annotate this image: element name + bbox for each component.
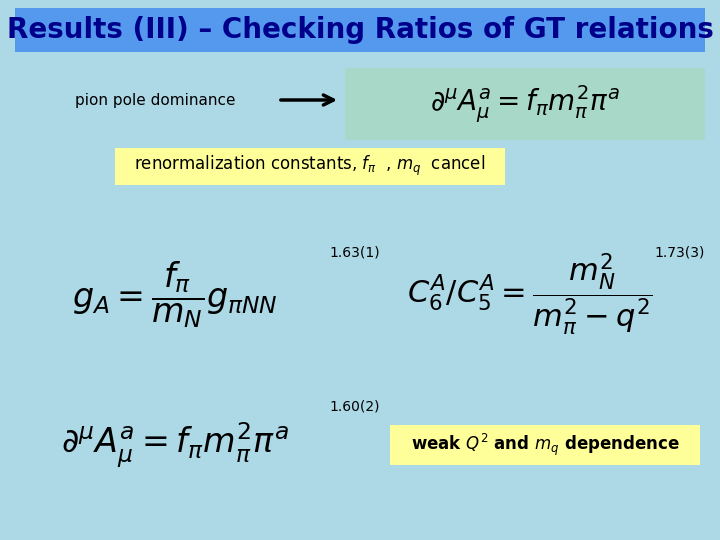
Text: $g_{A} = \dfrac{f_{\pi}}{m_{N}} g_{\pi NN}$: $g_{A} = \dfrac{f_{\pi}}{m_{N}} g_{\pi N… <box>72 260 278 330</box>
FancyBboxPatch shape <box>115 148 505 185</box>
Text: 1.60(2): 1.60(2) <box>330 400 380 414</box>
Text: $\partial^{\mu} A^{a}_{\mu} = f_{\pi} m^{2}_{\pi} \pi^{a}$: $\partial^{\mu} A^{a}_{\mu} = f_{\pi} m^… <box>430 83 620 125</box>
Text: weak $Q^{2}$ and $m_{q}$ dependence: weak $Q^{2}$ and $m_{q}$ dependence <box>410 432 680 458</box>
Text: $C^{A}_{6} / C^{A}_{5} = \dfrac{m^{2}_{N}}{m^{2}_{\pi} - q^{2}}$: $C^{A}_{6} / C^{A}_{5} = \dfrac{m^{2}_{N… <box>408 252 653 338</box>
Text: Results (III) – Checking Ratios of GT relations: Results (III) – Checking Ratios of GT re… <box>6 16 714 44</box>
Text: $\partial^{\mu} A^{a}_{\mu} = f_{\pi} m^{2}_{\pi} \pi^{a}$: $\partial^{\mu} A^{a}_{\mu} = f_{\pi} m^… <box>61 420 289 470</box>
Text: 1.63(1): 1.63(1) <box>330 246 380 260</box>
FancyBboxPatch shape <box>390 425 700 465</box>
Text: 1.73(3): 1.73(3) <box>654 246 705 260</box>
FancyBboxPatch shape <box>345 68 705 140</box>
Text: pion pole dominance: pion pole dominance <box>75 92 235 107</box>
Text: renormalization constants, $f_{\pi}$  , $m_{q}$  cancel: renormalization constants, $f_{\pi}$ , $… <box>135 154 486 178</box>
FancyBboxPatch shape <box>15 8 705 52</box>
